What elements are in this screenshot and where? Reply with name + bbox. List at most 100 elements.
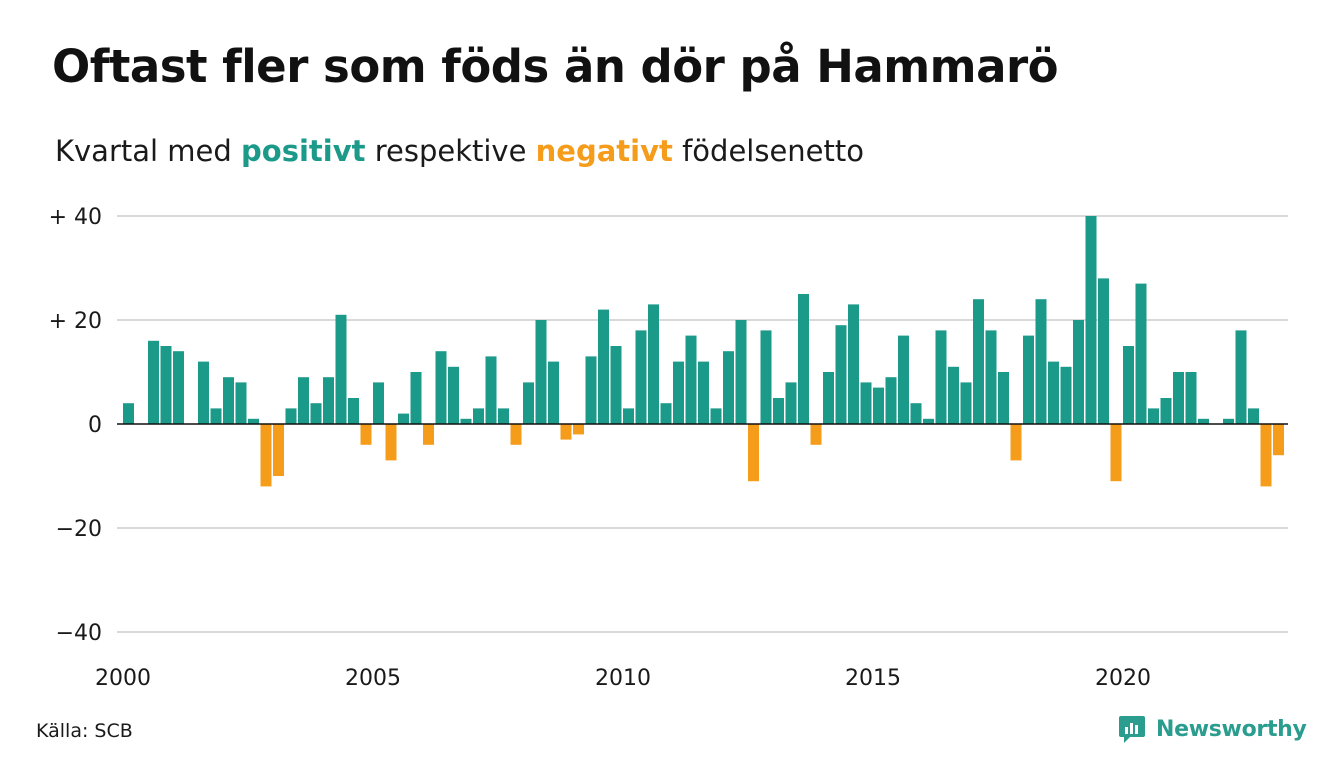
bar-positive <box>885 377 897 424</box>
y-axis-labels: + 40 + 20 0 −20 −40 <box>49 205 102 646</box>
brand-name: Newsworthy <box>1156 716 1307 742</box>
bar-positive <box>635 330 647 424</box>
bar-positive <box>1148 408 1159 424</box>
bar-positive <box>685 335 697 424</box>
bar-positive <box>123 403 134 424</box>
bar-positive <box>523 382 534 424</box>
bar-positive <box>910 403 922 424</box>
bar-negative <box>748 424 759 482</box>
bar-positive <box>548 361 559 424</box>
subtitle-text-1: Kvartal med <box>55 134 232 168</box>
bar-positive <box>1023 335 1034 424</box>
bar-positive <box>1198 418 1209 424</box>
x-tick-label: 2010 <box>595 666 651 691</box>
bar-positive <box>498 408 509 424</box>
subtitle-negative-label: negativt <box>535 134 673 168</box>
bar-positive <box>835 325 847 424</box>
bar-positive <box>1098 278 1109 424</box>
bar-positive <box>898 335 909 424</box>
bar-positive <box>1073 320 1084 424</box>
bar-positive <box>448 366 459 424</box>
y-tick-label: −40 <box>56 621 102 646</box>
bar-positive <box>435 351 447 424</box>
bar-negative <box>510 424 522 445</box>
bar-positive <box>873 387 884 424</box>
bar-positive <box>973 299 984 424</box>
x-tick-label: 2015 <box>845 666 901 691</box>
bar-positive <box>1173 372 1184 424</box>
bar-positive <box>398 413 409 424</box>
bar-positive <box>760 330 772 424</box>
bar-positive <box>998 372 1009 424</box>
bar-positive <box>1135 283 1147 424</box>
bar-positive <box>1085 216 1097 424</box>
bar-positive <box>348 398 359 424</box>
brand-logo: Newsworthy <box>1118 714 1307 744</box>
bar-chart-speech-bubble-icon <box>1119 716 1145 743</box>
x-axis-labels: 2000 2005 2010 2015 2020 <box>95 666 1151 691</box>
bar-negative <box>1260 424 1272 487</box>
bar-negative <box>273 424 284 476</box>
bar-positive <box>1235 330 1247 424</box>
bar-negative <box>1110 424 1122 482</box>
bar-positive <box>460 418 472 424</box>
bar-positive <box>235 382 247 424</box>
bars <box>123 216 1284 487</box>
bar-positive <box>473 408 484 424</box>
bar-positive <box>298 377 309 424</box>
bar-positive <box>785 382 797 424</box>
bar-positive <box>248 418 259 424</box>
subtitle-text-2: respektive <box>374 134 527 168</box>
bar-positive <box>848 304 859 424</box>
y-tick-label: −20 <box>56 517 102 542</box>
bar-positive <box>923 418 934 424</box>
bar-positive <box>860 382 872 424</box>
bar-negative <box>423 424 434 445</box>
bar-positive <box>660 403 672 424</box>
bar-positive <box>935 330 947 424</box>
bar-positive <box>985 330 997 424</box>
bar-positive <box>210 408 222 424</box>
bar-positive <box>223 377 234 424</box>
subtitle-positive-label: positivt <box>241 134 366 168</box>
bar-positive <box>723 351 734 424</box>
x-tick-label: 2000 <box>95 666 151 691</box>
bar-negative <box>573 424 584 435</box>
bar-positive <box>410 372 422 424</box>
bar-positive <box>310 403 322 424</box>
bar-negative <box>360 424 372 445</box>
subtitle-text-3: födelsenetto <box>682 134 864 168</box>
x-tick-label: 2005 <box>345 666 401 691</box>
bar-positive <box>1123 346 1134 424</box>
y-tick-label: + 20 <box>49 309 102 334</box>
bar-positive <box>285 408 297 424</box>
bar-positive <box>773 398 784 424</box>
bar-positive <box>623 408 634 424</box>
x-tick-label: 2020 <box>1095 666 1151 691</box>
bar-positive <box>1035 299 1047 424</box>
bar-positive <box>823 372 834 424</box>
bar-positive <box>610 346 622 424</box>
bar-negative <box>1273 424 1284 456</box>
source-note: Källa: SCB <box>36 720 133 742</box>
bar-positive <box>485 356 497 424</box>
bar-chart: + 40 + 20 0 −20 −40 2000 2005 2010 2015 2020 <box>49 205 1288 691</box>
bar-positive <box>323 377 334 424</box>
bar-positive <box>948 366 959 424</box>
chart-title: Oftast fler som föds än dör på Hammarö <box>52 40 1059 93</box>
bar-negative <box>560 424 572 440</box>
bar-positive <box>1248 408 1259 424</box>
bar-positive <box>1060 366 1072 424</box>
bar-positive <box>1185 372 1197 424</box>
bar-positive <box>148 340 159 424</box>
bar-positive <box>598 309 609 424</box>
bar-positive <box>1048 361 1059 424</box>
bar-positive <box>1160 398 1172 424</box>
bar-positive <box>160 346 172 424</box>
bar-positive <box>1223 418 1234 424</box>
bar-positive <box>585 356 597 424</box>
bar-positive <box>960 382 972 424</box>
bar-negative <box>385 424 397 461</box>
y-tick-label: 0 <box>88 413 102 438</box>
bar-positive <box>648 304 659 424</box>
